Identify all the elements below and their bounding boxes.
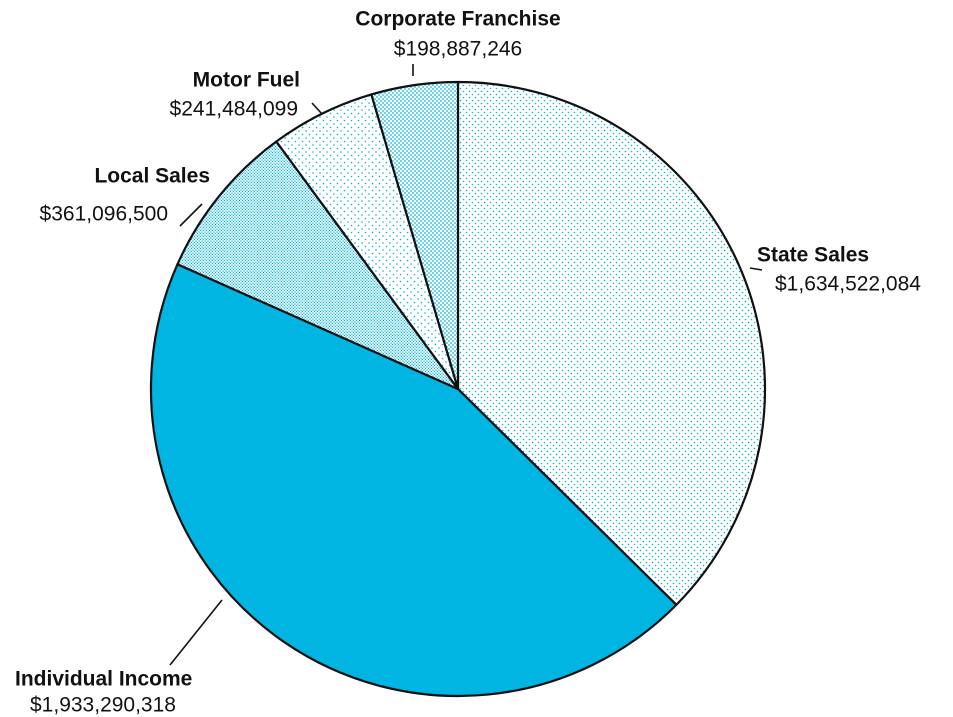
- pie-slice: [176, 140, 460, 391]
- pie-slice: [149, 263, 678, 698]
- leader-line: [311, 102, 323, 115]
- leader-line: [169, 599, 223, 666]
- pie-slice: [456, 80, 767, 606]
- slice-name: Motor Fuel: [193, 69, 300, 92]
- pie-slice: [370, 80, 460, 391]
- slice-name: State Sales: [757, 244, 869, 267]
- slice-name: Corporate Franchise: [355, 8, 560, 31]
- slice-name: Individual Income: [15, 668, 192, 691]
- slice-value: $1,933,290,318: [30, 694, 176, 717]
- slice-value: $241,484,099: [170, 98, 298, 121]
- leader-line: [749, 267, 763, 271]
- slice-value: $1,634,522,084: [775, 273, 921, 296]
- leader-line: [179, 203, 203, 227]
- slice-name: Local Sales: [94, 165, 210, 188]
- slice-value: $361,096,500: [40, 203, 168, 226]
- slice-value: $198,887,246: [394, 38, 522, 61]
